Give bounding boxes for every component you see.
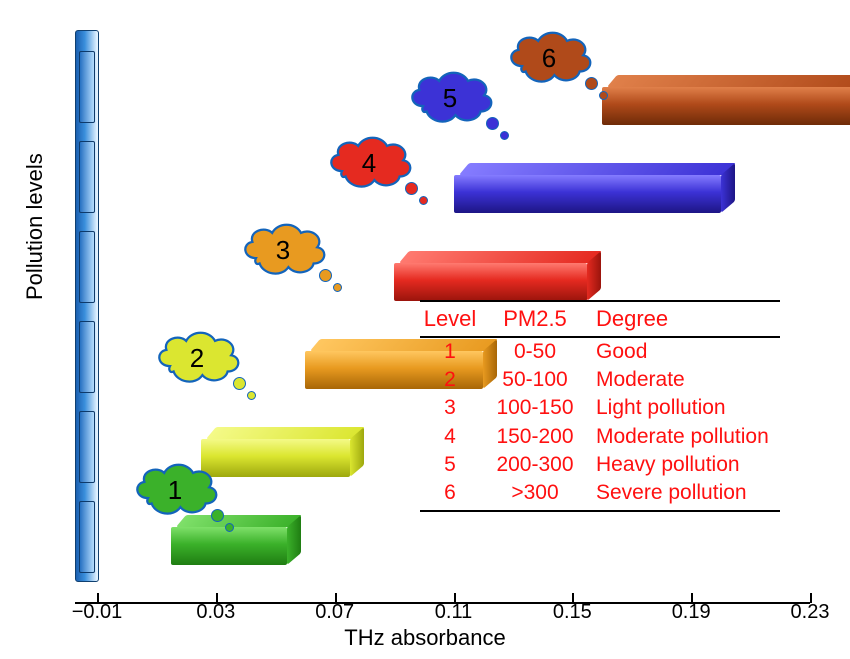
- bar-level-4: [394, 263, 587, 301]
- legend-row: 10-50Good: [420, 338, 780, 366]
- x-tick: 0.15: [542, 601, 602, 624]
- x-axis-label: THz absorbance: [344, 625, 505, 651]
- legend-cell-level: 3: [420, 394, 480, 422]
- bar-level-1: [171, 527, 287, 565]
- cloud-bubble-1: 1: [130, 462, 220, 518]
- bubble-number: 6: [504, 30, 594, 86]
- legend-rows: 10-50Good250-100Moderate3100-150Light po…: [420, 338, 780, 512]
- cloud-bubble-5: 5: [405, 70, 495, 126]
- y-axis-3d-bar: [75, 30, 99, 582]
- bubble-number: 3: [238, 222, 328, 278]
- legend-row: 3100-150Light pollution: [420, 394, 780, 422]
- y-axis-label: Pollution levels: [22, 153, 48, 300]
- legend-cell-degree: Moderate: [590, 366, 780, 394]
- legend-row: 6>300Severe pollution: [420, 479, 780, 511]
- legend-cell-degree: Heavy pollution: [590, 451, 780, 479]
- legend-header: Level PM2.5 Degree: [420, 300, 780, 338]
- legend-cell-degree: Good: [590, 338, 780, 366]
- x-tick: −0.01: [67, 601, 127, 624]
- x-tick: 0.19: [661, 601, 721, 624]
- legend-cell-degree: Severe pollution: [590, 479, 780, 507]
- legend-cell-pm25: 50-100: [480, 366, 590, 394]
- legend-row: 5200-300Heavy pollution: [420, 451, 780, 479]
- legend-cell-level: 6: [420, 479, 480, 507]
- legend-row: 4150-200Moderate pollution: [420, 423, 780, 451]
- legend-table: Level PM2.5 Degree 10-50Good250-100Moder…: [420, 300, 780, 512]
- cloud-bubble-4: 4: [324, 135, 414, 191]
- bubble-number: 4: [324, 135, 414, 191]
- cloud-bubble-3: 3: [238, 222, 328, 278]
- bar-level-2: [201, 439, 350, 477]
- legend-row: 250-100Moderate: [420, 366, 780, 394]
- legend-cell-pm25: 200-300: [480, 451, 590, 479]
- legend-cell-level: 5: [420, 451, 480, 479]
- cloud-bubble-6: 6: [504, 30, 594, 86]
- legend-cell-pm25: 0-50: [480, 338, 590, 366]
- x-tick: 0.07: [305, 601, 365, 624]
- bubble-number: 2: [152, 330, 242, 386]
- bubble-number: 5: [405, 70, 495, 126]
- legend-cell-level: 1: [420, 338, 480, 366]
- cloud-bubble-2: 2: [152, 330, 242, 386]
- bar-level-5: [454, 175, 721, 213]
- legend-header-level: Level: [420, 304, 480, 334]
- legend-cell-degree: Light pollution: [590, 394, 780, 422]
- legend-header-pm25: PM2.5: [480, 304, 590, 334]
- legend-cell-degree: Moderate pollution: [590, 423, 780, 451]
- x-tick: 0.23: [780, 601, 840, 624]
- bubble-number: 1: [130, 462, 220, 518]
- legend-cell-pm25: >300: [480, 479, 590, 507]
- bar-level-6: [602, 87, 850, 125]
- x-tick: 0.03: [186, 601, 246, 624]
- legend-header-degree: Degree: [590, 304, 780, 334]
- legend-cell-pm25: 150-200: [480, 423, 590, 451]
- legend-cell-level: 4: [420, 423, 480, 451]
- legend-cell-level: 2: [420, 366, 480, 394]
- x-tick: 0.11: [424, 601, 484, 624]
- figure: Pollution levels THz absorbance −0.01 0.0…: [0, 0, 850, 659]
- legend-cell-pm25: 100-150: [480, 394, 590, 422]
